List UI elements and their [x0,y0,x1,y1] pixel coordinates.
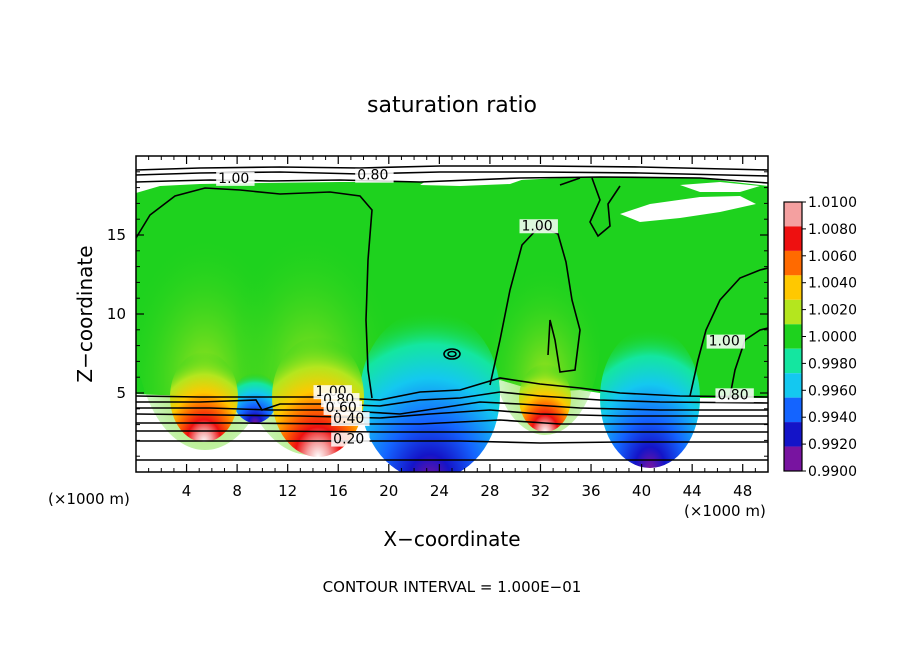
cold-region-2 [600,328,700,468]
x-tick-label: 48 [733,482,752,500]
colorbar-swatch [784,202,802,227]
contour-one-right-2 [729,327,768,397]
x-tick-label: 36 [581,482,600,500]
colorbar-label: 0.9900 [808,464,857,480]
colorbar-label: 0.9940 [808,410,857,426]
x-tick-label: 16 [329,482,348,500]
contour-label: 1.00 [709,334,740,350]
contour-interval-note: CONTOUR INTERVAL = 1.000E−01 [323,578,582,596]
contour-label-bg [706,334,745,349]
contour-label-bg [331,412,370,427]
contour-label: 0.80 [357,168,388,184]
contour-label: 1.00 [522,218,553,234]
contour-label: 0.40 [333,411,364,427]
contour-label-bg [519,219,558,234]
colorbar-label: 1.0100 [808,195,857,211]
colorbar-label: 1.0060 [808,249,857,265]
chart-title: saturation ratio [367,93,537,118]
contour-low-7 [136,440,768,444]
x-unit-right: (×1000 m) [684,502,766,520]
y-axis-title: Z−coordinate [73,245,97,382]
contour-one-topright [589,177,621,238]
y-tick-label: 5 [116,384,126,402]
x-axis-title: X−coordinate [383,527,520,551]
contour-label: 0.20 [333,432,364,448]
x-tick-label: 32 [531,482,550,500]
colorbar-swatch [784,226,802,251]
colorbar-swatch [784,397,802,423]
contour-one-mid [489,225,581,386]
contour-one-right [689,267,768,397]
colorbar-swatch [784,373,802,398]
x-tick-label: 40 [632,482,651,500]
contour-label: 1.00 [218,171,249,187]
contour-label: 0.80 [717,387,748,403]
contour-top-2 [136,171,768,177]
x-axis: 4 8 12 16 20 24 28 32 36 40 44 48 [148,156,756,500]
contour-one-left [136,187,373,399]
white-patch-right [620,196,756,222]
contour-label: 0.60 [326,400,357,416]
contour-low-1 [136,377,768,401]
contour-label-bg [355,168,394,183]
contour-bubble [443,348,461,360]
y-axis: 5 10 15 [107,171,768,457]
contour-one-upper [559,177,581,186]
contour-low-6 [136,430,768,433]
colorbar-swatch [784,446,802,471]
colorbar-swatch [784,324,802,349]
white-patch-topright [680,182,760,192]
colorbar-label: 0.9960 [808,383,857,399]
colorbar-swatch [784,299,802,325]
contour-low-4 [136,409,768,419]
colorbar-swatch [784,422,802,447]
heatmap-field [136,156,768,472]
x-tick-label: 44 [683,482,702,500]
colorbar-label: 0.9920 [808,437,857,453]
contour-low-5 [136,419,768,425]
y-tick-label: 10 [107,305,126,323]
contour-top-1 [136,165,768,171]
x-tick-label: 12 [278,482,297,500]
x-tick-label: 20 [379,482,398,500]
x-tick-label: 28 [480,482,499,500]
colorbar-label: 0.9980 [808,356,857,372]
contour-label-bg [331,432,370,447]
x-tick-label: 8 [232,482,242,500]
colorbar-label: 1.0040 [808,276,857,292]
colorbar: 1.0100 1.0080 1.0060 1.0040 1.0020 1.0000 0.99… [783,195,857,480]
colorbar-swatch [784,348,802,374]
contour-label-bg [216,171,255,186]
x-tick-label: 24 [430,482,449,500]
contour-low-3 [136,401,768,415]
colorbar-swatch [784,250,802,276]
colorbar-label: 1.0080 [808,222,857,238]
colorbar-label: 1.0000 [808,330,857,346]
contour-labels: 1.00 0.801.001.001.000.800.600.400.200.80 [216,168,754,448]
x-tick-label: 4 [182,482,192,500]
contour-label-bg [323,400,362,415]
y-tick-label: 15 [107,226,126,244]
contour-bubble-inner [447,350,457,358]
contour-label-bg [715,388,754,403]
x-unit-left: (×1000 m) [48,490,130,508]
colorbar-label: 1.0020 [808,303,857,319]
colorbar-swatch [784,275,802,300]
contour-lines [136,165,768,461]
contour-low-2 [136,391,768,411]
